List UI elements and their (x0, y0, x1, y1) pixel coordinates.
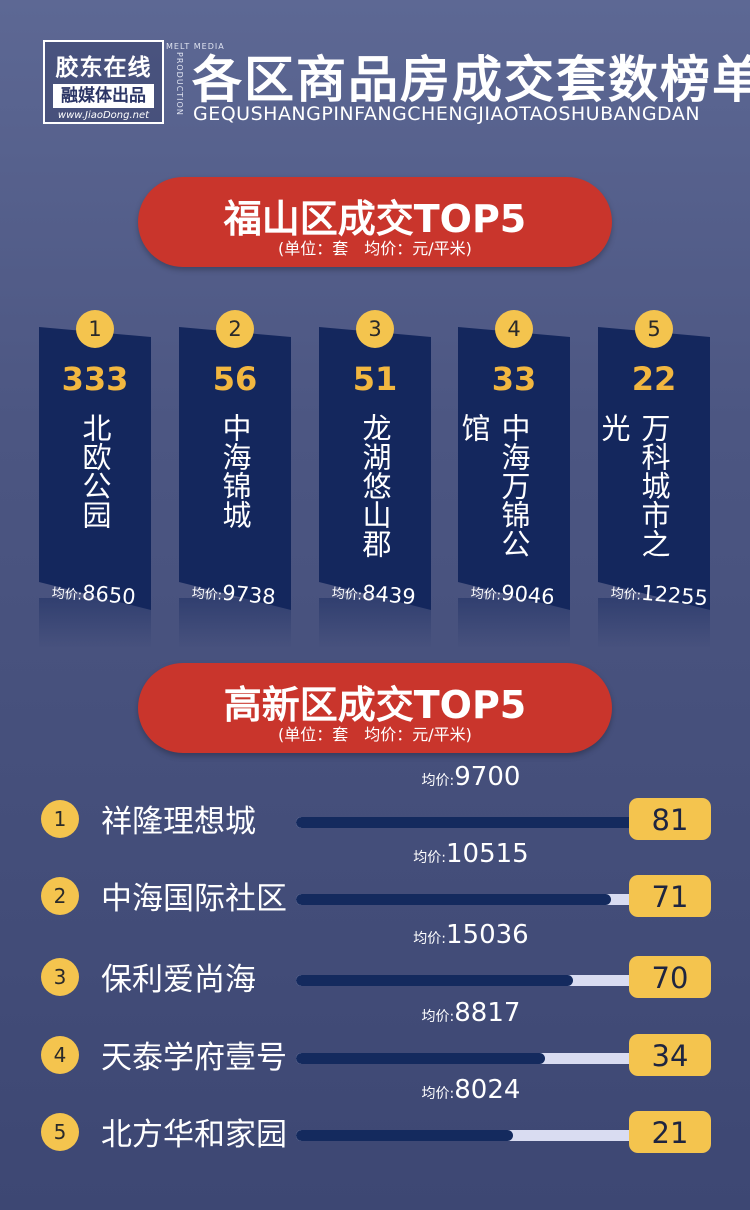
progress-bar (296, 1053, 646, 1064)
price-label: 均价: (413, 850, 446, 866)
card-background (598, 327, 710, 610)
fushan-section-header: 福山区成交TOP5 (单位：套 均价：元/平米) (138, 177, 612, 267)
production-label: PRODUCTION (175, 52, 184, 116)
fushan-card: 2 56 中海锦城 均价:9738 (179, 310, 291, 650)
avg-price: 均价:10515 (296, 839, 646, 869)
fushan-section-title: 福山区成交TOP5 (223, 197, 527, 241)
price-value: 8024 (454, 1075, 521, 1105)
jiaodong-logo: 胶东在线 融媒体出品 www.JiaoDong.net (43, 40, 164, 124)
card-project-name: 万科城市之光 (597, 413, 671, 558)
count-badge: 81 (629, 798, 711, 840)
count-badge: 34 (629, 1034, 711, 1076)
rank-badge: 4 (495, 310, 533, 348)
gaoxin-section-unit: (单位：套 均价：元/平米) (278, 725, 472, 744)
price-label: 均价: (421, 1009, 455, 1025)
page-subtitle-pinyin: GEQUSHANGPINFANGCHENGJIAOTAOSHUBANGDAN (193, 103, 701, 125)
rank-badge: 2 (216, 310, 254, 348)
list-item: 2 中海国际社区 均价:10515 71 (0, 839, 750, 937)
gaoxin-section-header: 高新区成交TOP5 (单位：套 均价：元/平米) (138, 663, 612, 753)
fushan-section-unit: (单位：套 均价：元/平米) (278, 239, 472, 258)
fushan-card: 4 33 中海万锦公馆 均价:9046 (457, 310, 570, 650)
rank-badge: 5 (635, 310, 673, 348)
price-label: 均价: (413, 931, 446, 947)
card-background (319, 327, 431, 610)
project-name: 祥隆理想城 (101, 804, 256, 840)
card-reflection (598, 598, 710, 648)
rank-badge: 3 (356, 310, 394, 348)
price-value: 9700 (454, 762, 521, 792)
avg-price: 均价:15036 (296, 920, 646, 950)
progress-bar-fill (296, 975, 573, 986)
rank-badge: 2 (41, 877, 79, 915)
card-reflection (179, 598, 291, 648)
rank-badge: 1 (41, 800, 79, 838)
list-item: 3 保利爱尚海 均价:15036 70 (0, 920, 750, 1018)
avg-price: 均价:8024 (296, 1075, 646, 1105)
card-reflection (39, 598, 151, 648)
card-count: 22 (631, 360, 677, 398)
card-count: 56 (212, 360, 258, 398)
card-count: 333 (61, 360, 129, 398)
melt-media-label: MELT MEDIA (166, 42, 225, 51)
card-background (458, 327, 570, 610)
price-value: 15036 (446, 920, 529, 950)
gaoxin-section-title: 高新区成交TOP5 (223, 683, 527, 727)
list-item: 1 祥隆理想城 均价:9700 81 (0, 762, 750, 860)
progress-bar-fill (296, 1130, 513, 1141)
price-label: 均价: (610, 586, 642, 604)
page-title: 各区商品房成交套数榜单 (192, 50, 750, 109)
logo-main-text: 胶东在线 (55, 55, 152, 81)
price-label: 均价: (331, 586, 363, 604)
card-project-name: 中海万锦公馆 (457, 413, 531, 558)
project-name: 天泰学府壹号 (101, 1040, 287, 1076)
fushan-card: 5 22 万科城市之光 均价:12255 (597, 310, 710, 650)
rank-badge: 4 (41, 1036, 79, 1074)
card-project-name: 北欧公园 (78, 413, 112, 529)
card-project-name: 龙湖悠山郡 (358, 413, 392, 558)
count-badge: 70 (629, 956, 711, 998)
price-value: 8817 (454, 998, 521, 1028)
card-count: 51 (352, 360, 398, 398)
rank-badge: 5 (41, 1113, 79, 1151)
list-item: 4 天泰学府壹号 均价:8817 34 (0, 998, 750, 1096)
project-name: 保利爱尚海 (101, 962, 256, 998)
rank-badge: 3 (41, 958, 79, 996)
card-reflection (319, 598, 431, 648)
price-value: 8439 (361, 580, 417, 610)
price-value: 9046 (500, 580, 556, 610)
progress-bar-fill (296, 1053, 545, 1064)
avg-price: 均价:8817 (296, 998, 646, 1028)
card-project-name: 中海锦城 (218, 413, 252, 529)
price-label: 均价: (470, 586, 502, 604)
price-value: 9738 (221, 580, 277, 610)
progress-bar-fill (296, 894, 611, 905)
project-name: 中海国际社区 (101, 881, 287, 917)
price-label: 均价: (191, 586, 223, 604)
price-label: 均价: (51, 586, 83, 604)
card-background (39, 327, 151, 610)
progress-bar (296, 975, 646, 986)
count-badge: 71 (629, 875, 711, 917)
avg-price: 均价:9700 (296, 762, 646, 792)
price-value: 8650 (81, 580, 137, 610)
card-background (179, 327, 291, 610)
rank-badge: 1 (76, 310, 114, 348)
fushan-card: 1 333 北欧公园 均价:8650 (39, 310, 151, 650)
list-item: 5 北方华和家园 均价:8024 21 (0, 1075, 750, 1173)
price-value: 10515 (446, 839, 529, 869)
progress-bar (296, 894, 646, 905)
progress-bar (296, 817, 646, 828)
logo-url-text: www.JiaoDong.net (57, 110, 150, 121)
card-reflection (458, 598, 570, 648)
card-count: 33 (491, 360, 537, 398)
price-label: 均价: (421, 773, 455, 789)
price-label: 均价: (421, 1086, 455, 1102)
fushan-card: 3 51 龙湖悠山郡 均价:8439 (319, 310, 431, 650)
progress-bar (296, 1130, 646, 1141)
project-name: 北方华和家园 (101, 1117, 287, 1153)
logo-sub-text: 融媒体出品 (53, 84, 154, 108)
count-badge: 21 (629, 1111, 711, 1153)
progress-bar-fill (296, 817, 646, 828)
